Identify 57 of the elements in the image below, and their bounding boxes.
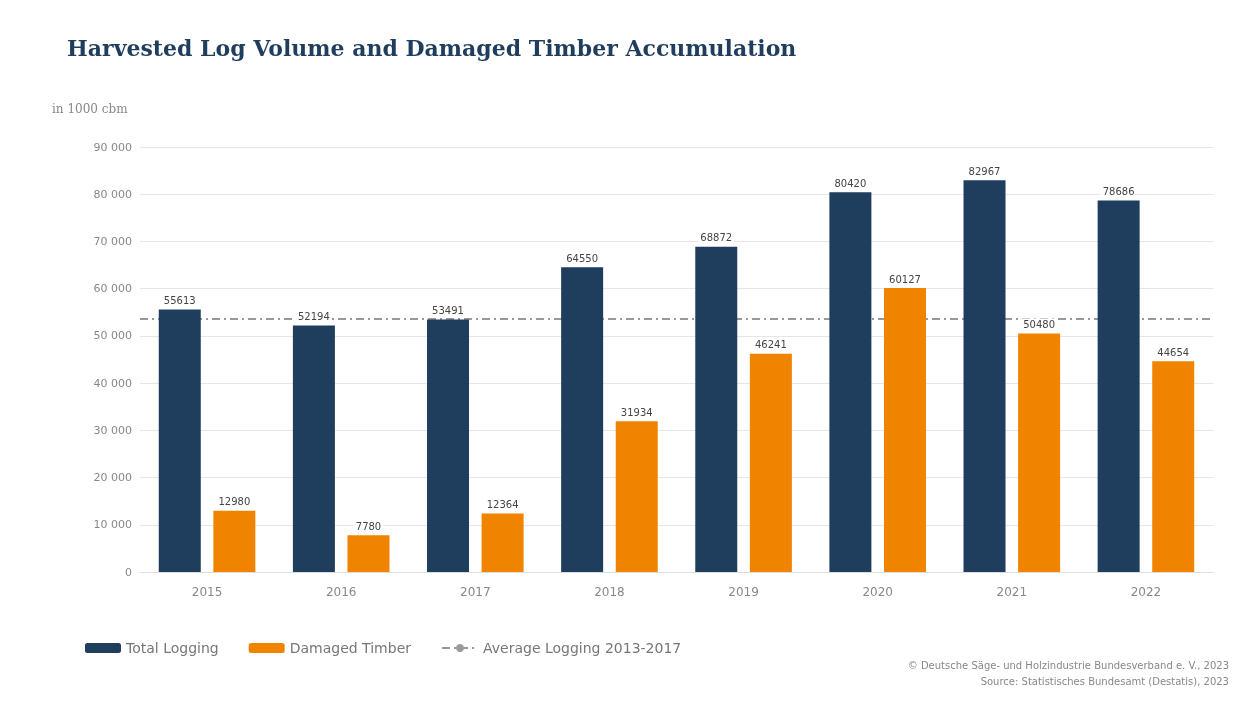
bar [292, 325, 335, 572]
source-note: Source: Statistisches Bundesamt (Destatis), 2023 [980, 675, 1229, 687]
bar [427, 319, 470, 572]
data-label: 80420 [834, 177, 867, 189]
y-tick-label: 20 000 [93, 471, 132, 485]
legend-label: Damaged Timber [289, 640, 412, 656]
bar [158, 309, 201, 572]
data-label: 78686 [1102, 185, 1135, 197]
data-label: 50480 [1023, 319, 1056, 331]
bar [615, 421, 658, 572]
text: © Deutsche Säge- und Holzindustrie Bundesverband e. V., 2023 [907, 659, 1229, 671]
bar [561, 267, 604, 572]
y-tick-label: 0 [125, 565, 132, 579]
y-tick-label: 70 000 [93, 234, 132, 248]
x-tick-label: 2016 [325, 585, 357, 599]
data-label: 68872 [700, 232, 733, 244]
y-tick-label: 10 000 [93, 518, 132, 532]
x-tick-label: 2015 [191, 585, 223, 599]
x-tick-label: 2020 [862, 585, 893, 599]
data-label: 12980 [218, 496, 251, 508]
y-tick-label: 40 000 [93, 376, 132, 390]
y-tick-label: 80 000 [93, 187, 132, 201]
bar [213, 510, 256, 572]
y-tick-label: 90 000 [93, 140, 132, 154]
y-tick-label: 60 000 [93, 282, 132, 296]
chart-title: Harvested Log Volume and Damaged Timber Accumulation [67, 35, 797, 61]
bar [963, 180, 1006, 572]
bar [1152, 361, 1195, 572]
data-label: 12364 [486, 499, 519, 511]
data-label: 82967 [968, 165, 1001, 177]
data-label: 52194 [297, 311, 330, 323]
legend-label: Total Logging [125, 640, 219, 656]
data-label: 7780 [355, 520, 382, 532]
x-tick-label: 2017 [460, 585, 491, 599]
y-tick-label: 50 000 [93, 329, 132, 343]
x-tick-label: 2018 [594, 585, 625, 599]
bar [481, 513, 524, 572]
data-label: 31934 [620, 406, 653, 418]
bar [1018, 333, 1061, 572]
data-label: 53491 [432, 304, 464, 316]
data-label: 46241 [754, 339, 787, 351]
bar [347, 535, 390, 572]
x-tick-label: 2019 [728, 585, 759, 599]
data-label: 60127 [889, 273, 921, 285]
legend-label: Average Logging 2013-2017 [483, 640, 682, 656]
bar [829, 192, 872, 572]
bar [749, 353, 792, 572]
x-tick-label: 2022 [1130, 585, 1162, 599]
data-label: 55613 [163, 294, 196, 306]
data-label: 44654 [1157, 346, 1190, 358]
data-label: 64550 [566, 252, 599, 264]
bar [883, 288, 926, 572]
y-tick-label: 30 000 [93, 423, 132, 437]
bar [695, 246, 738, 572]
x-tick-label: 2021 [996, 585, 1028, 599]
y-axis-title: in 1000 cbm [52, 102, 129, 116]
bar [1097, 200, 1140, 572]
